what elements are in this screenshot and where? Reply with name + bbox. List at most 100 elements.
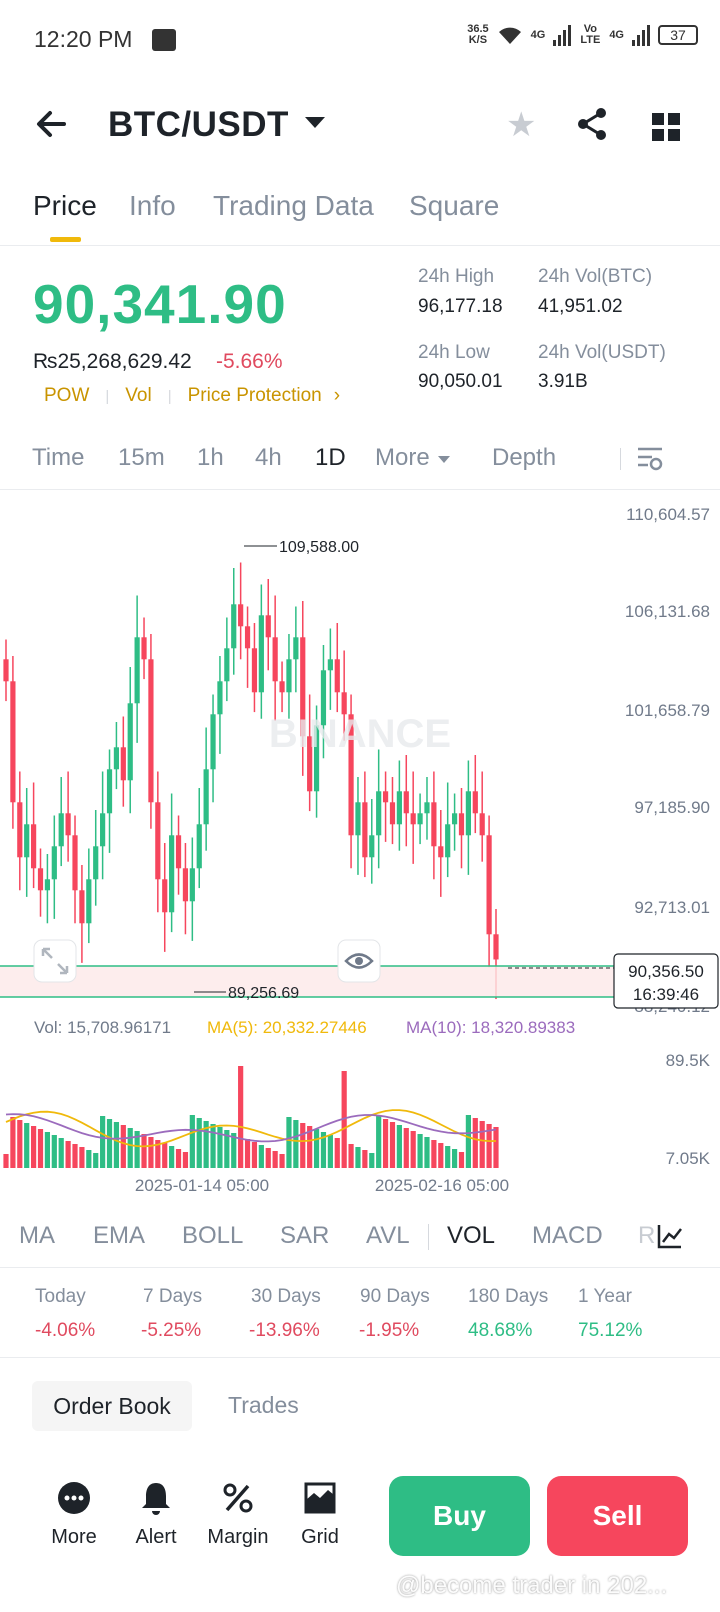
more-button[interactable]: More — [34, 1476, 114, 1549]
chart-settings-icon[interactable] — [636, 446, 664, 472]
interval-time[interactable]: Time — [32, 444, 85, 471]
indicator-ma[interactable]: MA — [19, 1222, 55, 1249]
interval-1h[interactable]: 1h — [197, 444, 224, 471]
candle-body — [293, 637, 299, 660]
favorite-star-icon[interactable]: ★ — [506, 106, 537, 144]
indicator-rsi[interactable]: R — [638, 1222, 656, 1249]
volume-bar — [148, 1137, 154, 1168]
price-tick: 106,131.68 — [625, 602, 710, 621]
tab-square[interactable]: Square — [409, 190, 500, 221]
candle-body — [445, 824, 451, 858]
tag-price-protection[interactable]: Price Protection — [187, 385, 322, 406]
volume-bar — [313, 1129, 320, 1168]
candle-body — [355, 802, 361, 836]
indicator-ema[interactable]: EMA — [93, 1222, 146, 1249]
tab-info[interactable]: Info — [129, 190, 176, 221]
token-tags: POW | Vol | Price Protection › — [44, 385, 340, 409]
indicator-vol[interactable]: VOL — [447, 1222, 496, 1249]
grid-bot-icon — [280, 1476, 360, 1520]
perf-value: -13.96% — [249, 1320, 320, 1341]
overlay-caption: @become trader in 202... — [396, 1572, 668, 1599]
margin-button[interactable]: Margin — [198, 1476, 278, 1549]
candle-body — [244, 626, 251, 649]
interval-15m[interactable]: 15m — [118, 444, 165, 471]
candle-body — [141, 637, 147, 660]
order-book-tab[interactable]: Order Book — [32, 1381, 192, 1431]
buy-button[interactable]: Buy — [389, 1476, 530, 1556]
candle-body — [279, 681, 285, 693]
expand-chart-icon[interactable] — [33, 939, 77, 983]
tag-pow[interactable]: POW — [44, 385, 90, 406]
volume-bar — [155, 1140, 161, 1168]
candle-body — [286, 659, 292, 693]
indicator-sar[interactable]: SAR — [280, 1222, 330, 1249]
candle-body — [458, 813, 465, 836]
candle-body — [3, 659, 9, 682]
volume-bar — [348, 1144, 354, 1168]
interval-1d[interactable]: 1D — [315, 444, 346, 471]
perf-value: -4.06% — [35, 1320, 96, 1341]
volume-bar — [65, 1141, 71, 1168]
candle-countdown: 16:39:46 — [633, 985, 699, 1004]
tab-price[interactable]: Price — [33, 190, 97, 221]
volume-bar — [141, 1134, 147, 1168]
trades-tab[interactable]: Trades — [228, 1392, 299, 1418]
grid-button[interactable]: Grid — [280, 1476, 360, 1549]
pair-selector[interactable]: BTC/USDT — [108, 105, 289, 144]
candle-body — [120, 747, 126, 781]
candle-body — [155, 802, 161, 880]
indicator-avl[interactable]: AVL — [366, 1222, 410, 1249]
candle-body — [417, 813, 423, 825]
layout-grid-icon[interactable] — [652, 113, 680, 141]
caret-down-icon[interactable] — [438, 456, 450, 463]
candle-body — [231, 604, 237, 649]
interval-more[interactable]: More — [375, 444, 430, 471]
back-arrow-icon[interactable] — [34, 107, 68, 147]
candle-body — [327, 659, 333, 671]
tag-vol[interactable]: Vol — [125, 385, 152, 406]
low-label: 24h Low — [418, 342, 490, 363]
sell-button[interactable]: Sell — [547, 1476, 688, 1556]
price-chart[interactable]: BINANCE 110,604.57 106,131.68 101,658.79… — [0, 490, 720, 1210]
volume-bar — [258, 1145, 264, 1168]
alert-button[interactable]: Alert — [116, 1476, 196, 1549]
interval-4h[interactable]: 4h — [255, 444, 282, 471]
volume-pane — [3, 1066, 499, 1168]
share-icon[interactable] — [576, 107, 608, 146]
bottom-action-bar: More Alert Margin Grid Buy Sell — [0, 1468, 720, 1612]
volume-bar — [210, 1124, 216, 1168]
candle-body — [431, 802, 437, 847]
volume-ma-line — [5, 1113, 497, 1143]
candle-body — [189, 868, 195, 902]
volume-legend: Vol: 15,708.96171 — [34, 1018, 171, 1037]
signal-icon — [553, 24, 572, 46]
volume-bar — [162, 1143, 168, 1168]
perf-value: 48.68% — [468, 1320, 533, 1341]
volume-bar — [203, 1121, 209, 1168]
eye-icon[interactable] — [337, 939, 381, 983]
indicator-boll[interactable]: BOLL — [182, 1222, 244, 1249]
volume-bar — [196, 1118, 202, 1168]
volume-bar — [465, 1115, 471, 1168]
interval-depth[interactable]: Depth — [492, 444, 557, 471]
volume-bar — [376, 1116, 382, 1168]
tab-trading-data[interactable]: Trading Data — [213, 190, 374, 221]
chevron-right-icon[interactable]: › — [333, 385, 341, 406]
network-4g-label: 4G — [530, 29, 546, 41]
candle-body — [486, 835, 492, 935]
main-tabs: Price Info Trading Data Square — [0, 180, 720, 246]
tab-active-indicator — [50, 237, 81, 242]
candle-body — [72, 835, 78, 891]
caret-down-icon[interactable] — [305, 117, 325, 128]
candle-body — [51, 846, 57, 880]
indicator-macd[interactable]: MACD — [532, 1222, 603, 1249]
candle-body — [313, 725, 320, 792]
candle-body — [93, 846, 99, 880]
indicator-settings-icon[interactable] — [656, 1222, 684, 1250]
candle-body — [272, 637, 278, 682]
volume-bar — [72, 1144, 78, 1168]
candle-body — [224, 648, 230, 682]
candle-body — [251, 648, 258, 693]
perf-value: 75.12% — [578, 1320, 643, 1341]
vol-btc-value: 41,951.02 — [538, 296, 623, 317]
